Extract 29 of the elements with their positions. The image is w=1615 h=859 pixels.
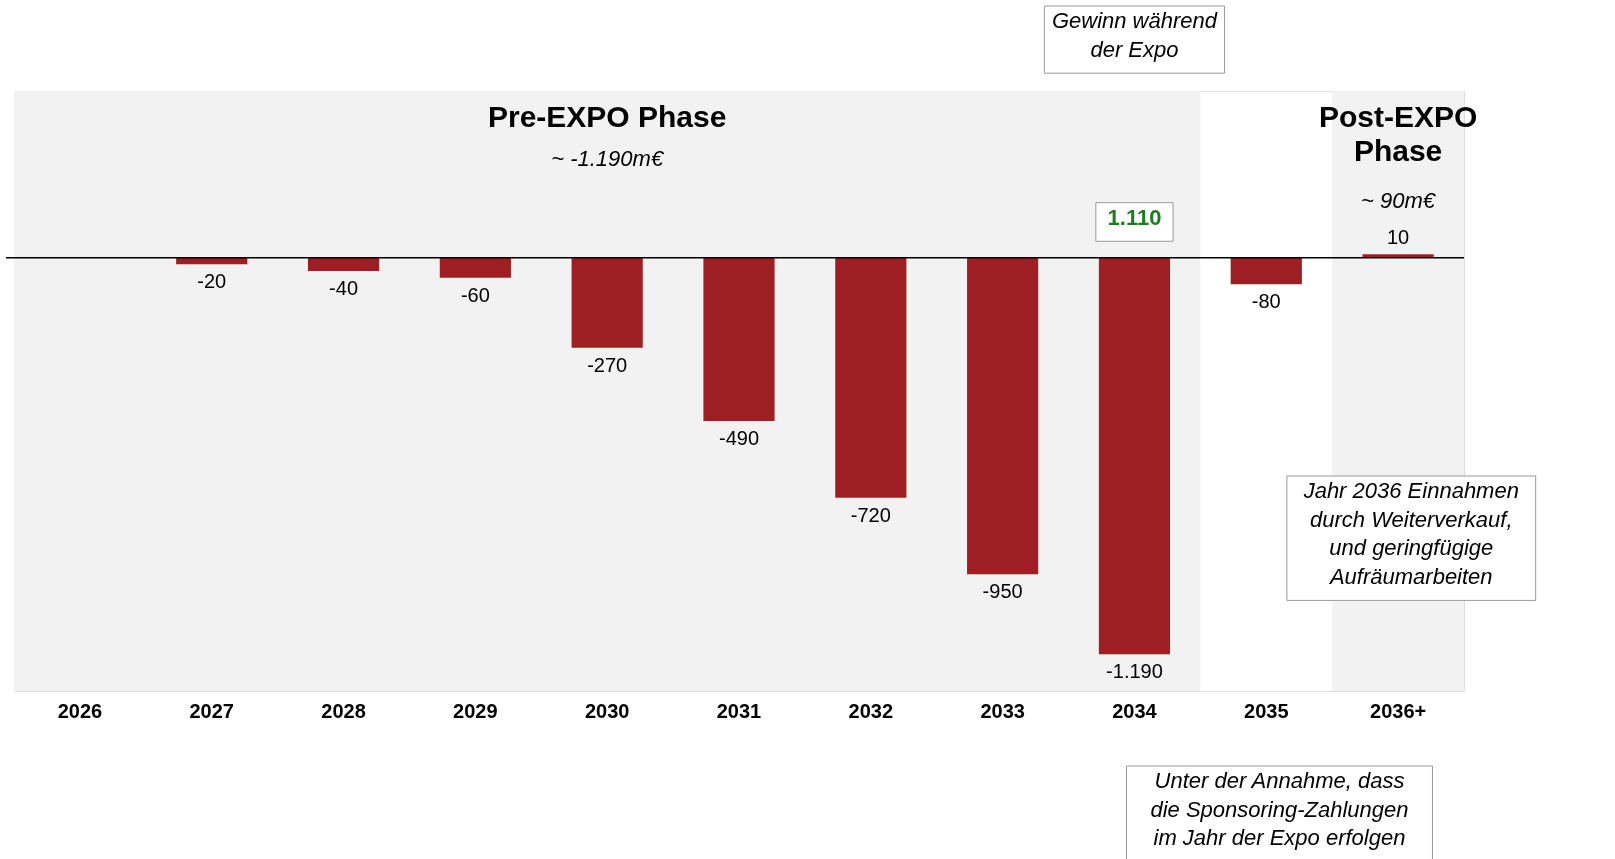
x-tick-label: 2034 (1112, 699, 1158, 722)
x-tick-label: 2033 (980, 699, 1025, 722)
x-tick-label: 2028 (321, 699, 366, 722)
data-label: 10 (1386, 226, 1410, 249)
data-label: -20 (197, 270, 227, 293)
data-label: -720 (850, 503, 891, 526)
annotation: ~ 90m€ (1361, 188, 1437, 213)
x-tick-label: 2026 (57, 699, 103, 722)
data-label: -270 (587, 353, 628, 376)
text: Unter der Annahme, dass die Sponsoring-Zahlungen im Jahr der Expo erfolgen (1150, 768, 1409, 851)
annotation: Jahr 2036 Einnahmen durch Weiterverkauf, und geringfügige Aufräumarbeiten (1302, 478, 1519, 589)
x-tick-label: 2030 (584, 699, 630, 722)
data-label: -60 (460, 283, 490, 306)
data-label: -40 (329, 277, 358, 299)
x-tick-label: 2032 (848, 699, 894, 722)
x-tick-label: 2029 (453, 699, 498, 722)
annotation: ~ -1.190m€ (551, 146, 665, 171)
data-label: -490 (718, 427, 760, 449)
annotation: 1.110 (1107, 204, 1162, 230)
x-tick-label: 2036+ (1370, 699, 1427, 722)
band-label: Post-EXPO Phase (1318, 100, 1478, 167)
x-tick-label: 2035 (1244, 699, 1289, 722)
x-tick-label: 2031 (716, 699, 762, 722)
band-label: Pre-EXPO Phase (487, 100, 727, 133)
data-label: -950 (982, 580, 1023, 603)
text: Gewinn während der Expo (1051, 8, 1218, 62)
x-tick-label: 2027 (189, 699, 234, 722)
data-label: -80 (1251, 290, 1281, 313)
data-label: -1.190 (1106, 660, 1163, 683)
